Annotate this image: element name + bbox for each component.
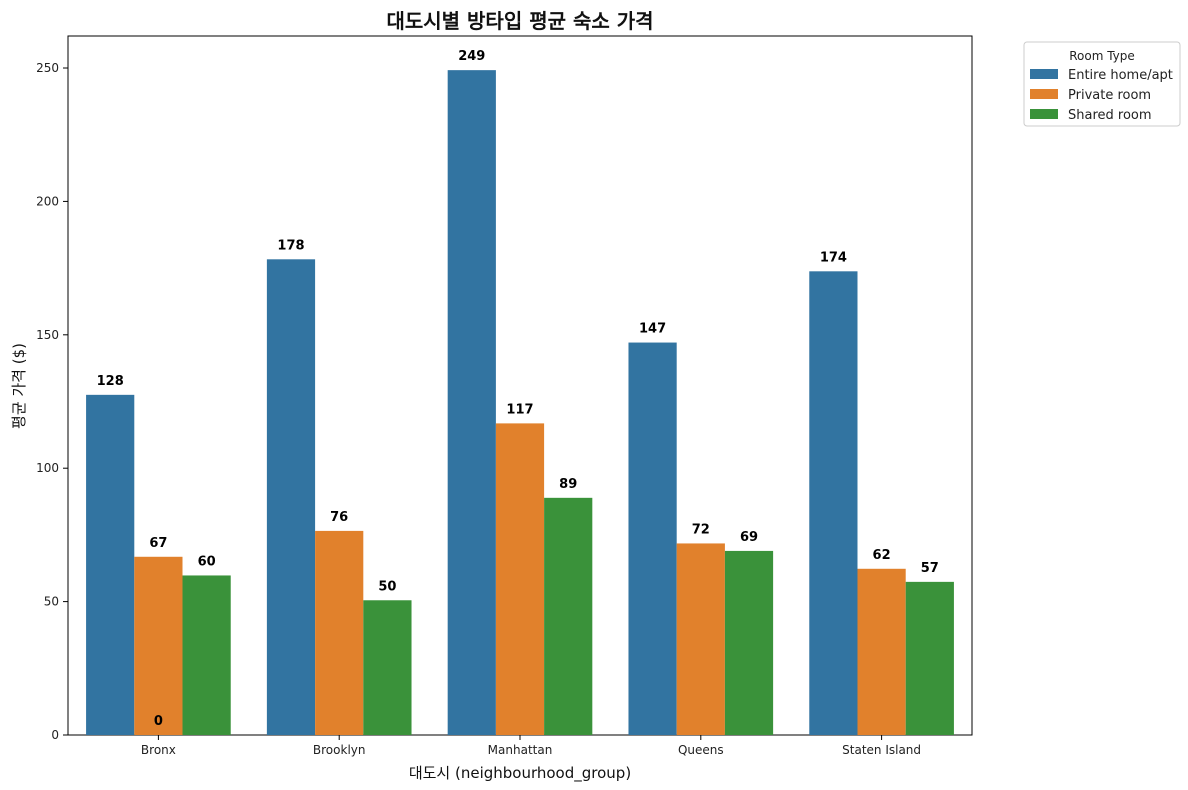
data-label: 50 (378, 579, 396, 594)
data-label: 178 (277, 238, 304, 253)
data-label: 147 (639, 322, 666, 337)
x-tick-label: Staten Island (842, 743, 921, 757)
annotation-label: 0 (154, 714, 163, 729)
y-tick-label: 200 (36, 194, 59, 208)
data-label: 62 (873, 548, 891, 563)
data-label: 60 (198, 554, 216, 569)
legend-swatch (1030, 69, 1058, 79)
x-axis-label: 대도시 (neighbourhood_group) (409, 764, 631, 783)
legend-title: Room Type (1069, 49, 1135, 63)
data-label: 57 (921, 561, 939, 576)
legend-frame (1023, 41, 1181, 127)
bar (315, 530, 364, 735)
bar (809, 271, 858, 735)
bar (447, 70, 496, 736)
bar (724, 550, 774, 735)
data-label: 72 (692, 522, 710, 537)
x-tick-label: Brooklyn (313, 743, 366, 757)
data-label: 128 (97, 374, 124, 389)
data-label: 174 (820, 250, 847, 265)
data-label: 76 (330, 510, 348, 525)
x-tick-label: Bronx (141, 743, 176, 757)
y-tick-label: 100 (36, 461, 59, 475)
bar (544, 497, 593, 735)
data-label: 89 (559, 477, 577, 492)
bar (857, 568, 906, 735)
bar (266, 259, 316, 735)
data-label: 67 (149, 536, 167, 551)
bar (182, 575, 231, 735)
legend: Room Type Entire home/apt Private room Shar… (1023, 41, 1181, 127)
bar (363, 600, 412, 735)
x-tick-label: Manhattan (488, 743, 553, 757)
legend-item-label: Entire home/apt (1068, 68, 1173, 83)
legend-swatch (1030, 109, 1058, 119)
plot-area: 0 50 100 150 200 250 Bronx 128 67 60 Brooklyn 178 76… (36, 35, 973, 757)
x-tick-label: Queens (678, 743, 724, 757)
data-label: 249 (458, 49, 485, 64)
y-axis-label: 평균 가격 ($) (10, 343, 28, 429)
bar (628, 342, 677, 735)
bar (86, 394, 135, 735)
bar (495, 423, 545, 735)
legend-item-label: Private room (1068, 88, 1151, 103)
y-tick-label: 0 (51, 728, 59, 742)
data-label: 69 (740, 530, 758, 545)
bar (134, 556, 183, 735)
y-tick-label: 250 (36, 61, 59, 75)
y-tick-label: 50 (44, 595, 59, 609)
legend-swatch (1030, 89, 1058, 99)
legend-item-label: Shared room (1068, 108, 1152, 123)
bar (676, 543, 725, 735)
data-label: 117 (506, 402, 533, 417)
chart-title: 대도시별 방타입 평균 숙소 가격 (386, 9, 653, 33)
y-tick-label: 150 (36, 328, 59, 342)
bar (905, 581, 954, 735)
